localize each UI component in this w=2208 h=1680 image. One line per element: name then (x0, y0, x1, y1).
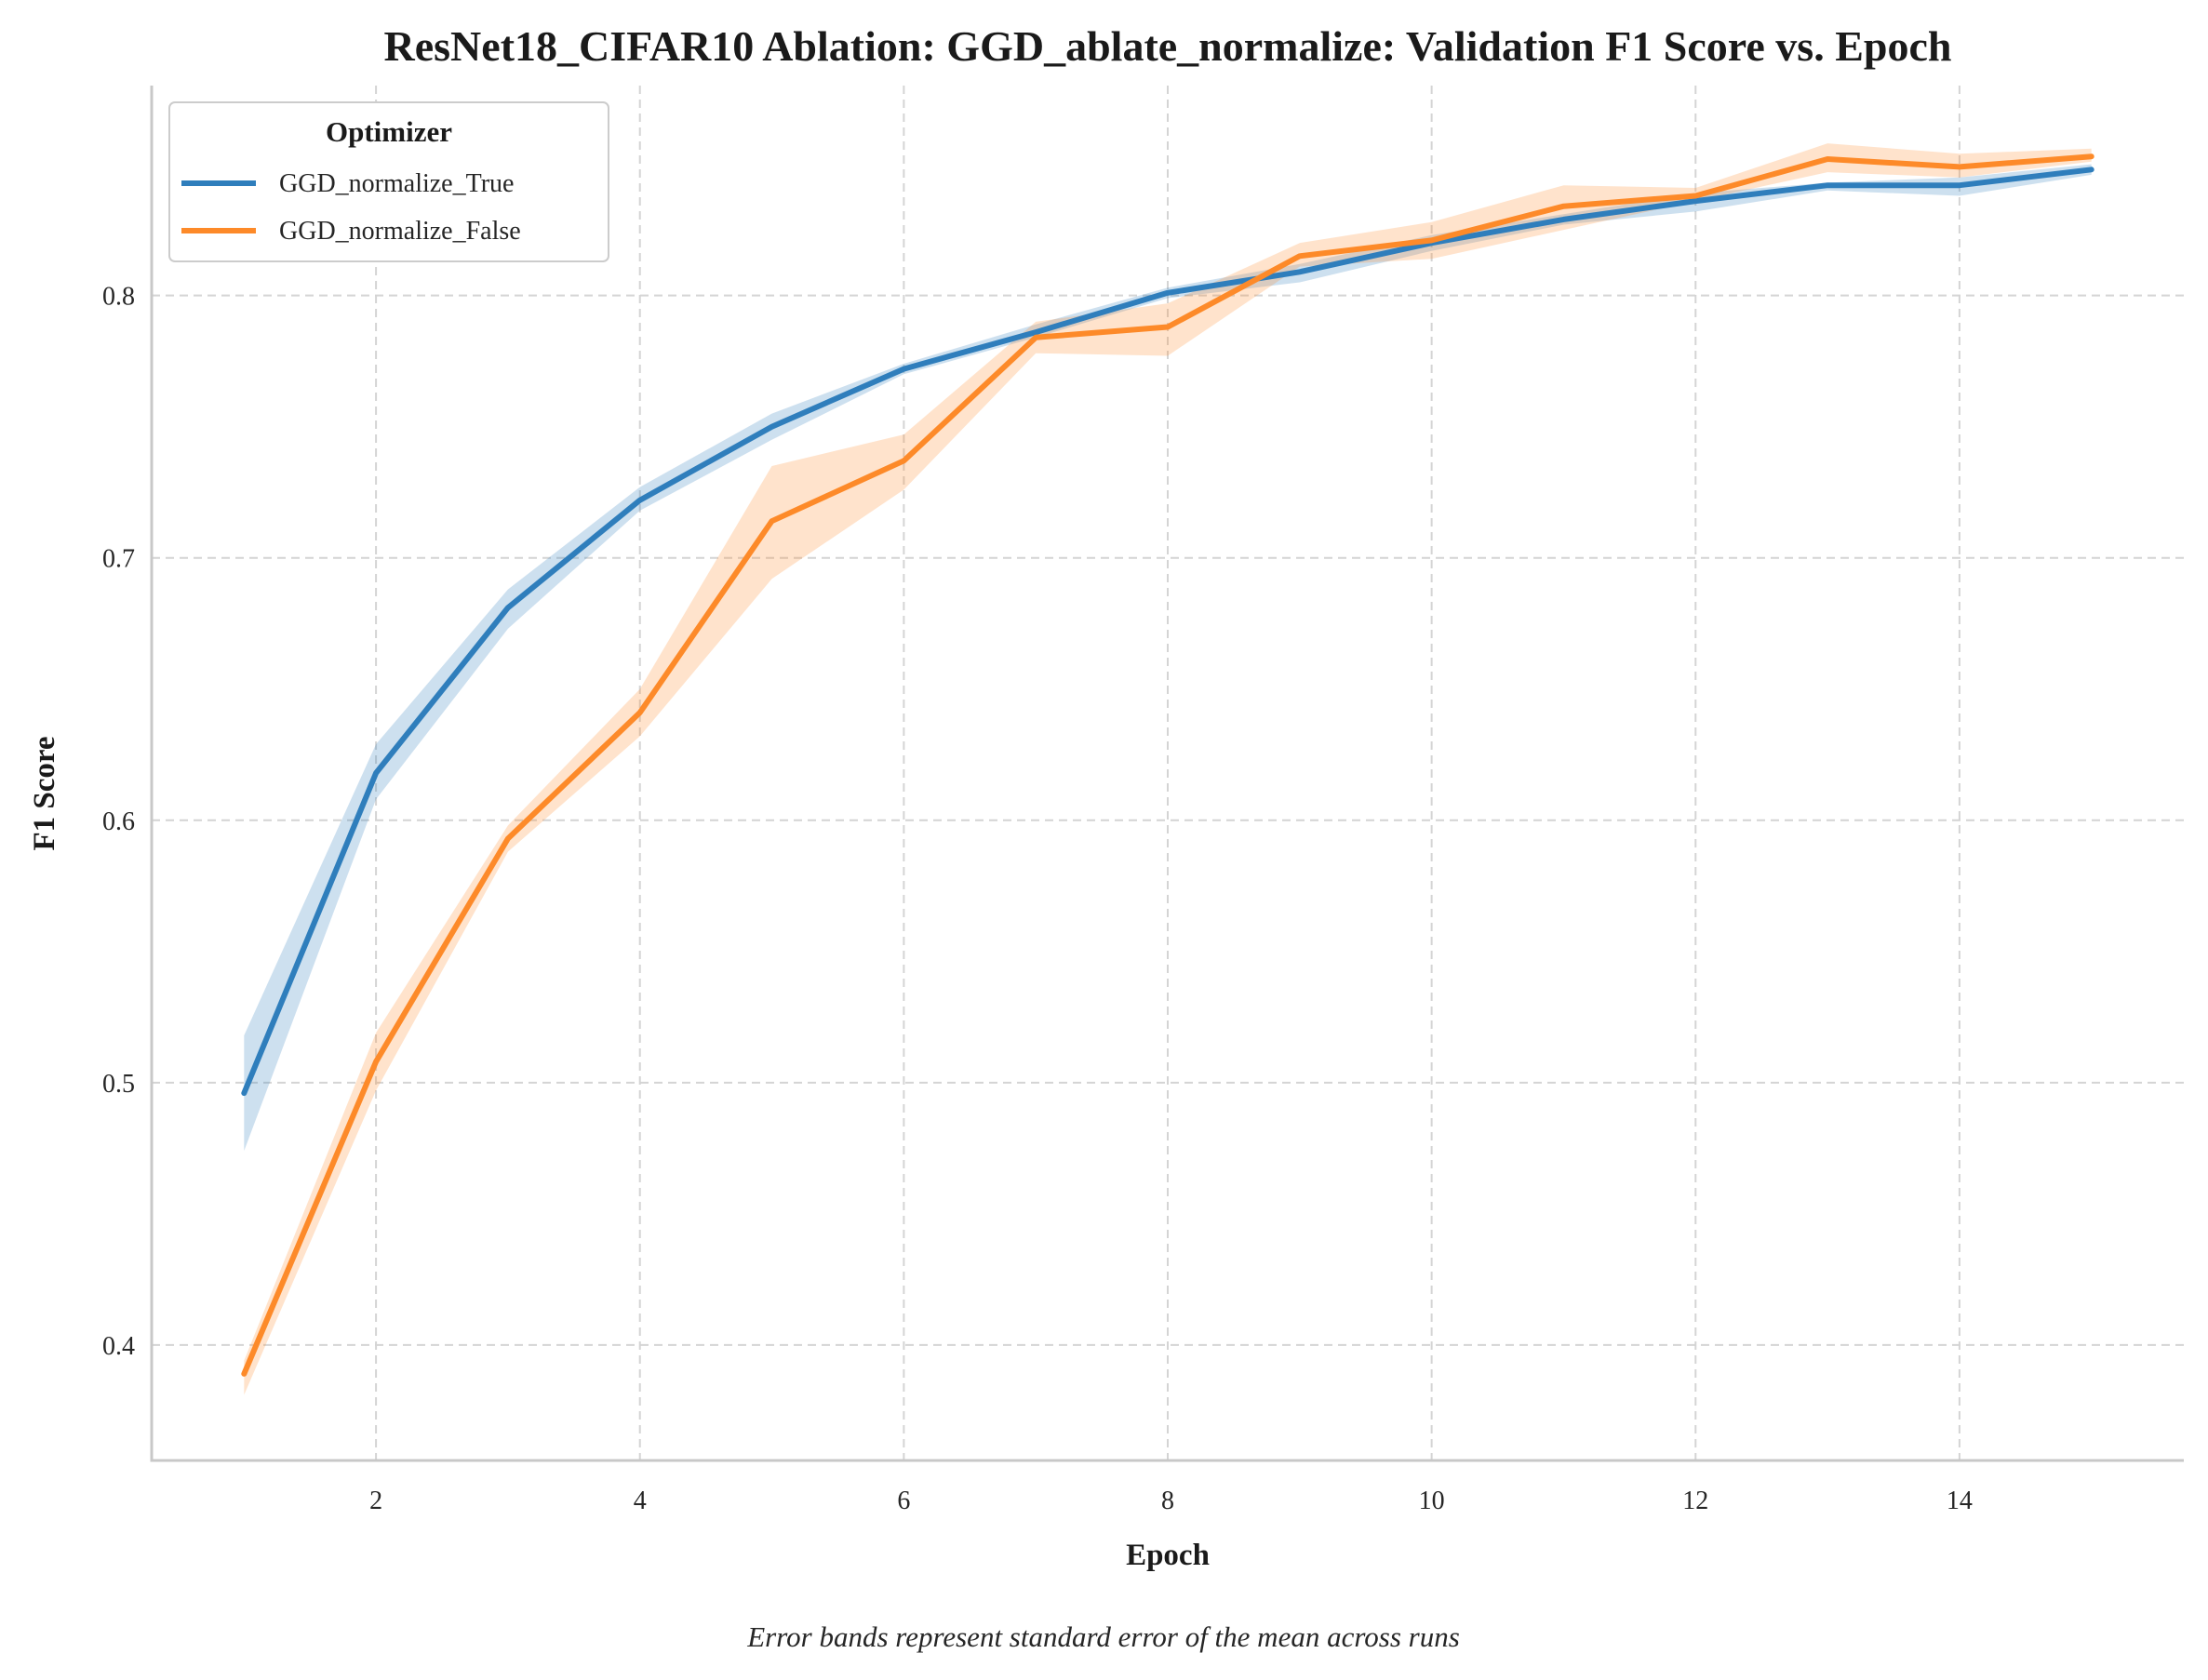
x-tick-label: 8 (1161, 1487, 1174, 1515)
axes-spines (150, 86, 2184, 1462)
gridlines (152, 86, 2184, 1460)
legend-label-false: GGD_normalize_False (279, 217, 521, 246)
y-tick-label: 0.4 (102, 1332, 135, 1361)
legend-title: Optimizer (326, 115, 452, 148)
axis-spine (150, 86, 2184, 1462)
x-tick-label: 4 (634, 1487, 647, 1515)
series-lines (241, 153, 2094, 1377)
y-axis-label: F1 Score (28, 736, 61, 850)
x-axis-label: Epoch (1126, 1539, 1210, 1572)
chart-caption: Error bands represent standard error of … (746, 1620, 1460, 1653)
y-tick-label: 0.7 (102, 545, 135, 574)
x-tick-label: 10 (1419, 1487, 1445, 1515)
x-tick-label: 6 (897, 1487, 910, 1515)
tick-labels: 2 4 6 8 10 12 14 0.4 0.5 0.6 0.7 0.8 (102, 283, 1973, 1515)
x-tick-label: 14 (1947, 1487, 1973, 1515)
y-tick-label: 0.5 (102, 1070, 135, 1099)
series-line-false (241, 153, 2094, 1377)
legend: Optimizer GGD_normalize_True GGD_normali… (168, 101, 609, 262)
chart-title: ResNet18_CIFAR10 Ablation: GGD_ablate_no… (384, 22, 1952, 70)
x-tick-label: 12 (1682, 1487, 1708, 1515)
y-tick-label: 0.8 (102, 283, 135, 312)
y-tick-label: 0.6 (102, 807, 135, 836)
x-tick-label: 2 (369, 1487, 382, 1515)
legend-box (168, 101, 609, 262)
legend-label-true: GGD_normalize_True (279, 169, 514, 198)
series-line-true (241, 167, 2094, 1097)
